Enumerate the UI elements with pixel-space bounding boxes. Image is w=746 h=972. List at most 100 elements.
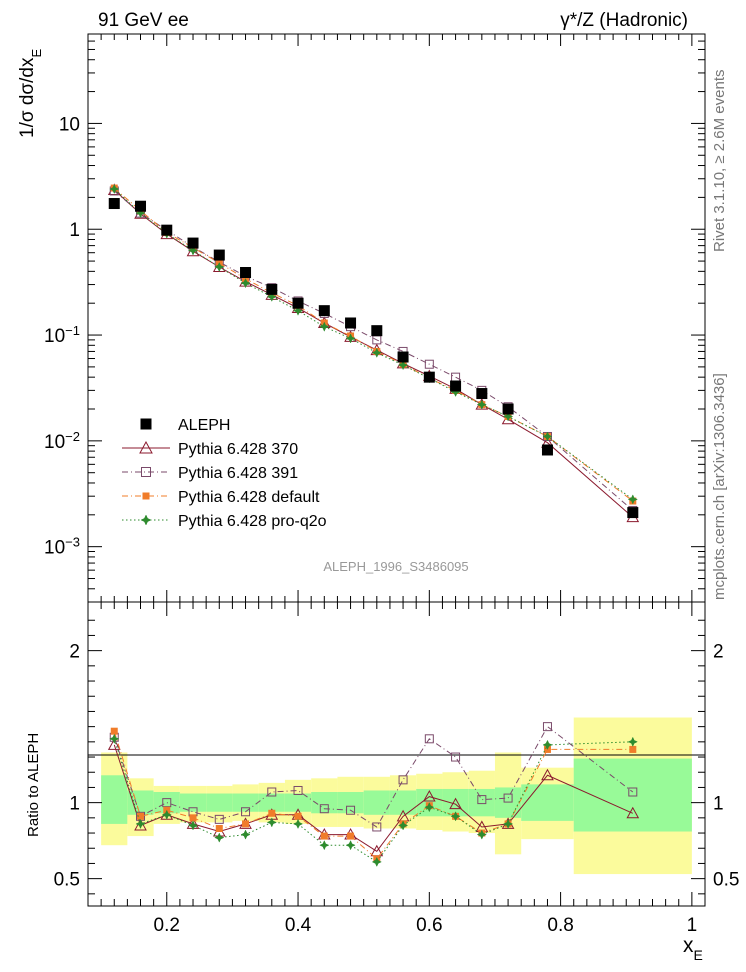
- point-aleph: [371, 325, 383, 337]
- point-pythia-6-428-391: [214, 814, 224, 824]
- main-data-marks: [107, 183, 640, 523]
- legend-marker-pythia-6-428-370: [139, 440, 153, 454]
- band-inner: [573, 758, 692, 832]
- x-tick-label: 0.4: [285, 915, 312, 936]
- x-tick-label: 1: [687, 915, 698, 936]
- main-axes: 10−3 10−2 10−1 1 10: [44, 33, 705, 603]
- point-pythia-6-428-default: [347, 832, 355, 840]
- point-aleph: [161, 224, 173, 236]
- point-pythia-6-428-391: [241, 807, 251, 817]
- point-pythia-6-428-pro-q2o: [240, 278, 251, 289]
- point-aleph: [108, 198, 120, 210]
- point-pythia-6-428-pro-q2o: [240, 829, 251, 840]
- x-tick-label: 0.6: [416, 915, 442, 936]
- point-pythia-6-428-pro-q2o: [319, 321, 330, 332]
- point-pythia-6-428-391: [477, 795, 487, 805]
- point-aleph: [240, 267, 252, 279]
- point-pythia-6-428-pro-q2o: [627, 494, 638, 505]
- header-right-title: γ*/Z (Hadronic): [560, 10, 688, 31]
- legend-marker-aleph: [140, 418, 152, 430]
- point-aleph: [345, 317, 357, 329]
- ratio-frame: [87, 601, 706, 907]
- series-line-pythia-6-428-391: [113, 725, 634, 828]
- point-pythia-6-428-default: [215, 824, 223, 832]
- x-tick-label: 0.8: [547, 915, 573, 936]
- point-aleph: [397, 351, 409, 363]
- point-pythia-6-428-pro-q2o: [371, 347, 382, 358]
- point-aleph: [266, 283, 278, 295]
- legend-label-pythia-6-428-391: Pythia 6.428 391: [178, 465, 298, 482]
- band-inner: [363, 790, 390, 815]
- point-pythia-6-428-391: [267, 787, 277, 797]
- point-aleph: [502, 403, 514, 415]
- y-tick-label: 1: [69, 220, 80, 241]
- point-aleph: [423, 371, 435, 383]
- series-line-pythia-6-428-pro-q2o: [113, 188, 634, 500]
- point-pythia-6-428-391: [398, 775, 408, 785]
- series-line-pythia-6-428-pro-q2o: [113, 738, 633, 863]
- band-inner: [101, 775, 128, 824]
- legend-label-pythia-6-428-370: Pythia 6.428 370: [178, 441, 298, 458]
- point-pythia-6-428-pro-q2o: [503, 411, 514, 422]
- main-panel: 10−3 10−2 10−1 1 10 ALEPH_1996_S3486095: [44, 33, 706, 603]
- band-inner: [127, 790, 154, 815]
- point-pythia-6-428-pro-q2o: [187, 820, 199, 831]
- point-pythia-6-428-391: [319, 804, 329, 814]
- y-tick-label: 10−1: [44, 323, 80, 348]
- point-pythia-6-428-391: [628, 787, 638, 797]
- band-inner: [468, 788, 495, 817]
- x-tick-label: 0.2: [154, 915, 180, 936]
- point-pythia-6-428-pro-q2o: [266, 817, 277, 828]
- point-aleph: [187, 237, 199, 249]
- point-pythia-6-428-pro-q2o: [187, 245, 199, 256]
- y-tick-label: 0.5: [54, 870, 80, 891]
- point-pythia-6-428-391: [503, 793, 513, 803]
- point-pythia-6-428-pro-q2o: [109, 183, 120, 195]
- header-left-title: 91 GeV ee: [98, 10, 189, 31]
- point-aleph: [318, 305, 330, 317]
- point-pythia-6-428-pro-q2o: [161, 809, 172, 820]
- point-pythia-6-428-391: [542, 722, 552, 732]
- point-pythia-6-428-pro-q2o: [476, 829, 487, 840]
- point-pythia-6-428-default: [137, 812, 145, 820]
- legend-label-aleph: ALEPH: [178, 417, 230, 434]
- point-pythia-6-428-391: [424, 359, 434, 369]
- point-pythia-6-428-default: [320, 832, 328, 840]
- side-label-mcplots: mcplots.cern.ch [arXiv:1306.3436]: [711, 373, 728, 600]
- point-pythia-6-428-370: [626, 806, 640, 819]
- ratio-panel: 0.2 0.4 0.6 0.8 1 0.5 0.5 1 1 2 2: [54, 601, 739, 936]
- point-pythia-6-428-default: [189, 814, 197, 822]
- point-pythia-6-428-pro-q2o: [109, 733, 120, 744]
- legend: ALEPH Pythia 6.428 370 Pythia 6.428 391 Pyt…: [122, 417, 327, 530]
- ratio-axes: 0.2 0.4 0.6 0.8 1 0.5 0.5 1 1 2 2: [54, 602, 739, 936]
- y-tick-label: 10−3: [44, 534, 80, 559]
- point-pythia-6-428-default: [629, 745, 637, 753]
- legend-marker-pythia-6-428-default: [142, 492, 150, 500]
- y-tick-label: 2: [713, 642, 724, 663]
- analysis-watermark: ALEPH_1996_S3486095: [323, 559, 468, 574]
- point-pythia-6-428-pro-q2o: [398, 820, 409, 831]
- point-pythia-6-428-pro-q2o: [345, 840, 356, 851]
- band-inner: [258, 793, 285, 812]
- main-ylabel: 1/σ dσ/dxE: [17, 49, 44, 139]
- point-pythia-6-428-default: [268, 809, 276, 817]
- point-aleph: [541, 444, 553, 456]
- point-pythia-6-428-default: [294, 812, 302, 820]
- point-aleph: [213, 249, 225, 261]
- point-pythia-6-428-pro-q2o: [135, 207, 146, 219]
- ratio-data-marks: [107, 722, 640, 867]
- point-pythia-6-428-391: [346, 805, 356, 815]
- legend-marker-pythia-6-428-391: [141, 467, 151, 477]
- point-pythia-6-428-pro-q2o: [319, 840, 330, 851]
- point-pythia-6-428-pro-q2o: [371, 856, 382, 867]
- point-aleph: [292, 297, 304, 309]
- point-pythia-6-428-pro-q2o: [292, 818, 304, 829]
- legend-label-pythia-6-428-pro-q2o: Pythia 6.428 pro-q2o: [178, 513, 327, 530]
- point-pythia-6-428-391: [372, 822, 382, 832]
- point-pythia-6-428-pro-q2o: [542, 431, 553, 442]
- band-inner: [153, 792, 180, 814]
- y-tick-label: 2: [69, 642, 80, 663]
- ratio-uncertainty-bands: [101, 717, 692, 875]
- y-tick-label: 1: [69, 794, 80, 815]
